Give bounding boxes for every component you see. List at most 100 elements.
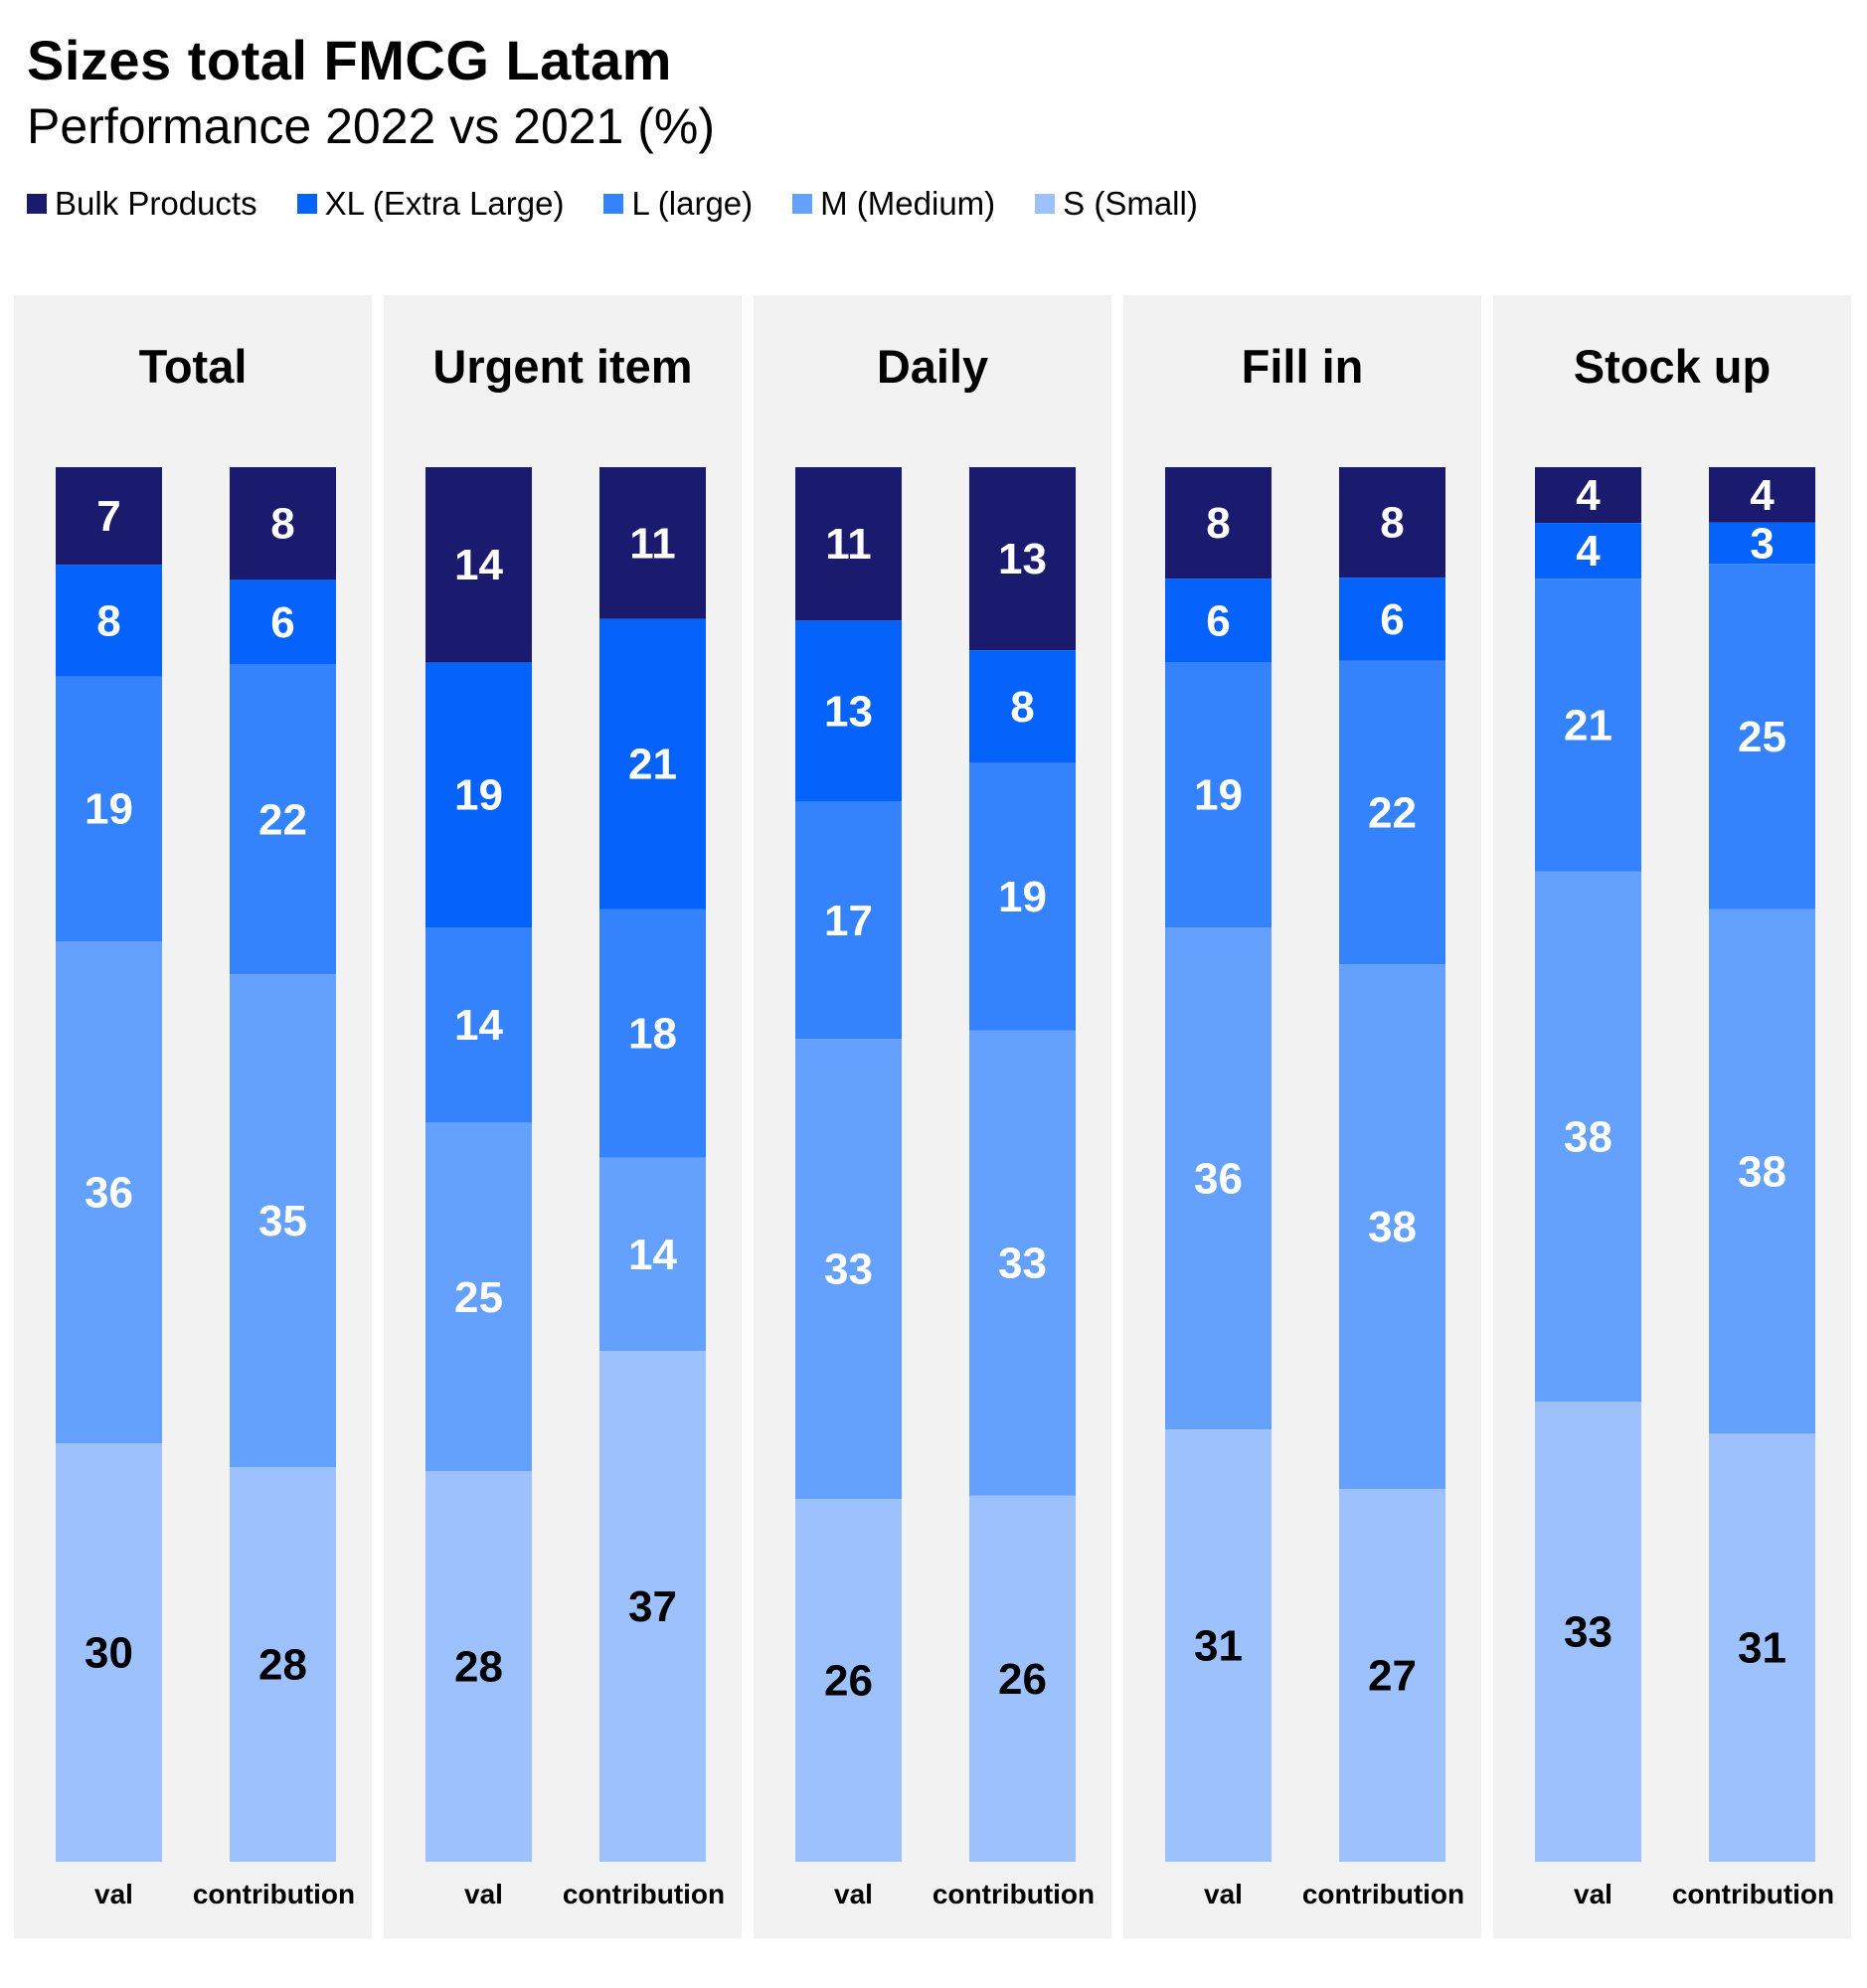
bar-segment-stock-up-contribution-xl-extra-large-: [1709, 522, 1815, 565]
data-label-fill-in-contribution-l-large-: 22: [1368, 788, 1417, 837]
legend: Bulk Products XL (Extra Large) L (large)…: [27, 185, 1198, 223]
data-label-urgent-item-contribution-xl-extra-large-: 21: [628, 741, 677, 789]
bar-segment-fill-in-val-s-small-: [1165, 1429, 1272, 1862]
bar-segment-fill-in-val-bulk-products: [1165, 467, 1272, 580]
data-label-urgent-item-contribution-bulk-products: 11: [629, 519, 676, 568]
data-label-stock-up-contribution-bulk-products: 4: [1750, 471, 1775, 520]
bar-segment-fill-in-contribution-m-medium-: [1339, 964, 1445, 1489]
bar-segment-stock-up-val-bulk-products: [1535, 467, 1641, 524]
bar-label-stock-up-contribution: contribution: [1672, 1879, 1834, 1909]
bar-segment-urgent-item-val-bulk-products: [425, 467, 532, 663]
bar-segment-stock-up-val-l-large-: [1535, 579, 1641, 872]
bar-segment-daily-val-bulk-products: [795, 467, 902, 621]
bar-segment-total-contribution-s-small-: [230, 1467, 336, 1862]
data-label-fill-in-val-s-small-: 31: [1194, 1622, 1243, 1671]
legend-item-xl: XL (Extra Large): [296, 185, 565, 223]
data-label-fill-in-val-l-large-: 19: [1194, 771, 1243, 820]
legend-label-m: M (Medium): [820, 185, 996, 222]
bar-segment-urgent-item-contribution-bulk-products: [599, 467, 706, 619]
data-label-urgent-item-contribution-m-medium-: 14: [628, 1231, 677, 1279]
data-label-daily-val-s-small-: 26: [824, 1657, 873, 1706]
bar-segment-stock-up-contribution-m-medium-: [1709, 909, 1815, 1434]
legend-item-l: L (large): [603, 185, 753, 223]
data-label-daily-contribution-l-large-: 19: [998, 873, 1047, 921]
panel-title-fill-in: Fill in: [1242, 340, 1364, 393]
data-label-stock-up-contribution-l-large-: 25: [1738, 713, 1786, 761]
legend-label-xl: XL (Extra Large): [324, 185, 565, 222]
bar-segment-urgent-item-val-l-large-: [425, 926, 532, 1123]
bar-segment-urgent-item-contribution-l-large-: [599, 909, 706, 1158]
data-label-daily-contribution-bulk-products: 13: [998, 535, 1047, 583]
bar-segment-fill-in-val-l-large-: [1165, 662, 1272, 927]
legend-swatch-s: [1035, 194, 1056, 214]
data-label-total-contribution-bulk-products: 8: [270, 500, 294, 549]
data-label-total-val-s-small-: 30: [85, 1629, 133, 1678]
bar-segment-urgent-item-val-m-medium-: [425, 1122, 532, 1472]
legend-swatch-xl: [296, 194, 317, 214]
data-label-urgent-item-val-xl-extra-large-: 19: [454, 771, 503, 820]
bar-segment-daily-val-l-large-: [795, 801, 902, 1040]
bar-label-stock-up-val: val: [1574, 1879, 1612, 1909]
bar-segment-daily-contribution-xl-extra-large-: [969, 650, 1076, 763]
bar-segment-total-contribution-xl-extra-large-: [230, 580, 336, 665]
panel-title-total: Total: [139, 340, 248, 393]
bar-label-fill-in-contribution: contribution: [1302, 1879, 1464, 1909]
legend-item-bulk: Bulk Products: [27, 185, 257, 223]
bar-segment-daily-contribution-bulk-products: [969, 467, 1076, 651]
legend-swatch-l: [603, 194, 624, 214]
data-label-fill-in-val-m-medium-: 36: [1194, 1155, 1243, 1204]
bar-segment-urgent-item-val-xl-extra-large-: [425, 662, 532, 927]
bar-segment-daily-contribution-m-medium-: [969, 1030, 1076, 1496]
data-label-total-val-bulk-products: 7: [96, 492, 120, 541]
data-label-total-contribution-l-large-: 22: [258, 795, 307, 844]
legend-item-s: S (Small): [1035, 185, 1198, 223]
bar-segment-total-contribution-bulk-products: [230, 467, 336, 580]
data-label-daily-val-m-medium-: 33: [824, 1245, 873, 1294]
bar-segment-fill-in-val-m-medium-: [1165, 926, 1272, 1430]
data-label-fill-in-contribution-xl-extra-large-: 6: [1380, 595, 1404, 644]
data-label-stock-up-val-bulk-products: 4: [1576, 471, 1601, 520]
bar-segment-total-contribution-l-large-: [230, 664, 336, 975]
bar-label-fill-in-val: val: [1204, 1879, 1243, 1909]
bar-segment-total-val-m-medium-: [56, 941, 162, 1444]
data-label-fill-in-val-bulk-products: 8: [1206, 499, 1230, 548]
bar-segment-urgent-item-contribution-m-medium-: [599, 1157, 706, 1352]
bar-segment-stock-up-contribution-bulk-products: [1709, 467, 1815, 523]
bar-segment-fill-in-contribution-s-small-: [1339, 1488, 1445, 1862]
bar-segment-stock-up-val-m-medium-: [1535, 871, 1641, 1403]
data-label-urgent-item-contribution-s-small-: 37: [628, 1582, 677, 1631]
data-label-fill-in-contribution-s-small-: 27: [1368, 1651, 1417, 1700]
data-label-fill-in-contribution-bulk-products: 8: [1380, 499, 1404, 548]
data-label-stock-up-val-m-medium-: 38: [1564, 1112, 1612, 1161]
legend-swatch-bulk: [27, 194, 47, 214]
data-label-urgent-item-contribution-l-large-: 18: [628, 1010, 677, 1059]
bar-label-total-contribution: contribution: [193, 1879, 355, 1909]
chart-subtitle: Performance 2022 vs 2021 (%): [27, 98, 716, 154]
bar-segment-stock-up-contribution-s-small-: [1709, 1433, 1815, 1862]
legend-label-l: L (large): [631, 185, 754, 222]
bar-segment-stock-up-val-xl-extra-large-: [1535, 523, 1641, 580]
bar-segment-daily-val-s-small-: [795, 1499, 902, 1862]
bar-label-daily-val: val: [834, 1879, 873, 1909]
panel-title-urgent-item: Urgent item: [432, 340, 692, 393]
data-label-stock-up-contribution-s-small-: 31: [1738, 1624, 1786, 1673]
bar-label-daily-contribution: contribution: [933, 1879, 1095, 1909]
bar-label-urgent-item-val: val: [464, 1879, 503, 1909]
data-label-daily-contribution-m-medium-: 33: [998, 1240, 1047, 1288]
bar-segment-total-contribution-m-medium-: [230, 974, 336, 1468]
data-label-urgent-item-val-m-medium-: 25: [454, 1273, 503, 1322]
data-label-stock-up-val-s-small-: 33: [1564, 1608, 1612, 1657]
bar-segment-total-val-l-large-: [56, 676, 162, 942]
data-label-total-val-xl-extra-large-: 8: [96, 596, 120, 645]
bar-segment-daily-val-m-medium-: [795, 1039, 902, 1500]
bar-label-total-val: val: [94, 1879, 133, 1909]
bar-segment-stock-up-val-s-small-: [1535, 1402, 1641, 1862]
legend-item-m: M (Medium): [792, 185, 995, 223]
data-label-daily-val-xl-extra-large-: 13: [824, 688, 873, 737]
data-label-fill-in-contribution-m-medium-: 38: [1368, 1203, 1417, 1251]
bar-segment-fill-in-contribution-bulk-products: [1339, 467, 1445, 579]
bar-segment-urgent-item-contribution-s-small-: [599, 1351, 706, 1862]
chart-title: Sizes total FMCG Latam: [27, 29, 672, 91]
data-label-stock-up-contribution-xl-extra-large-: 3: [1750, 519, 1774, 568]
